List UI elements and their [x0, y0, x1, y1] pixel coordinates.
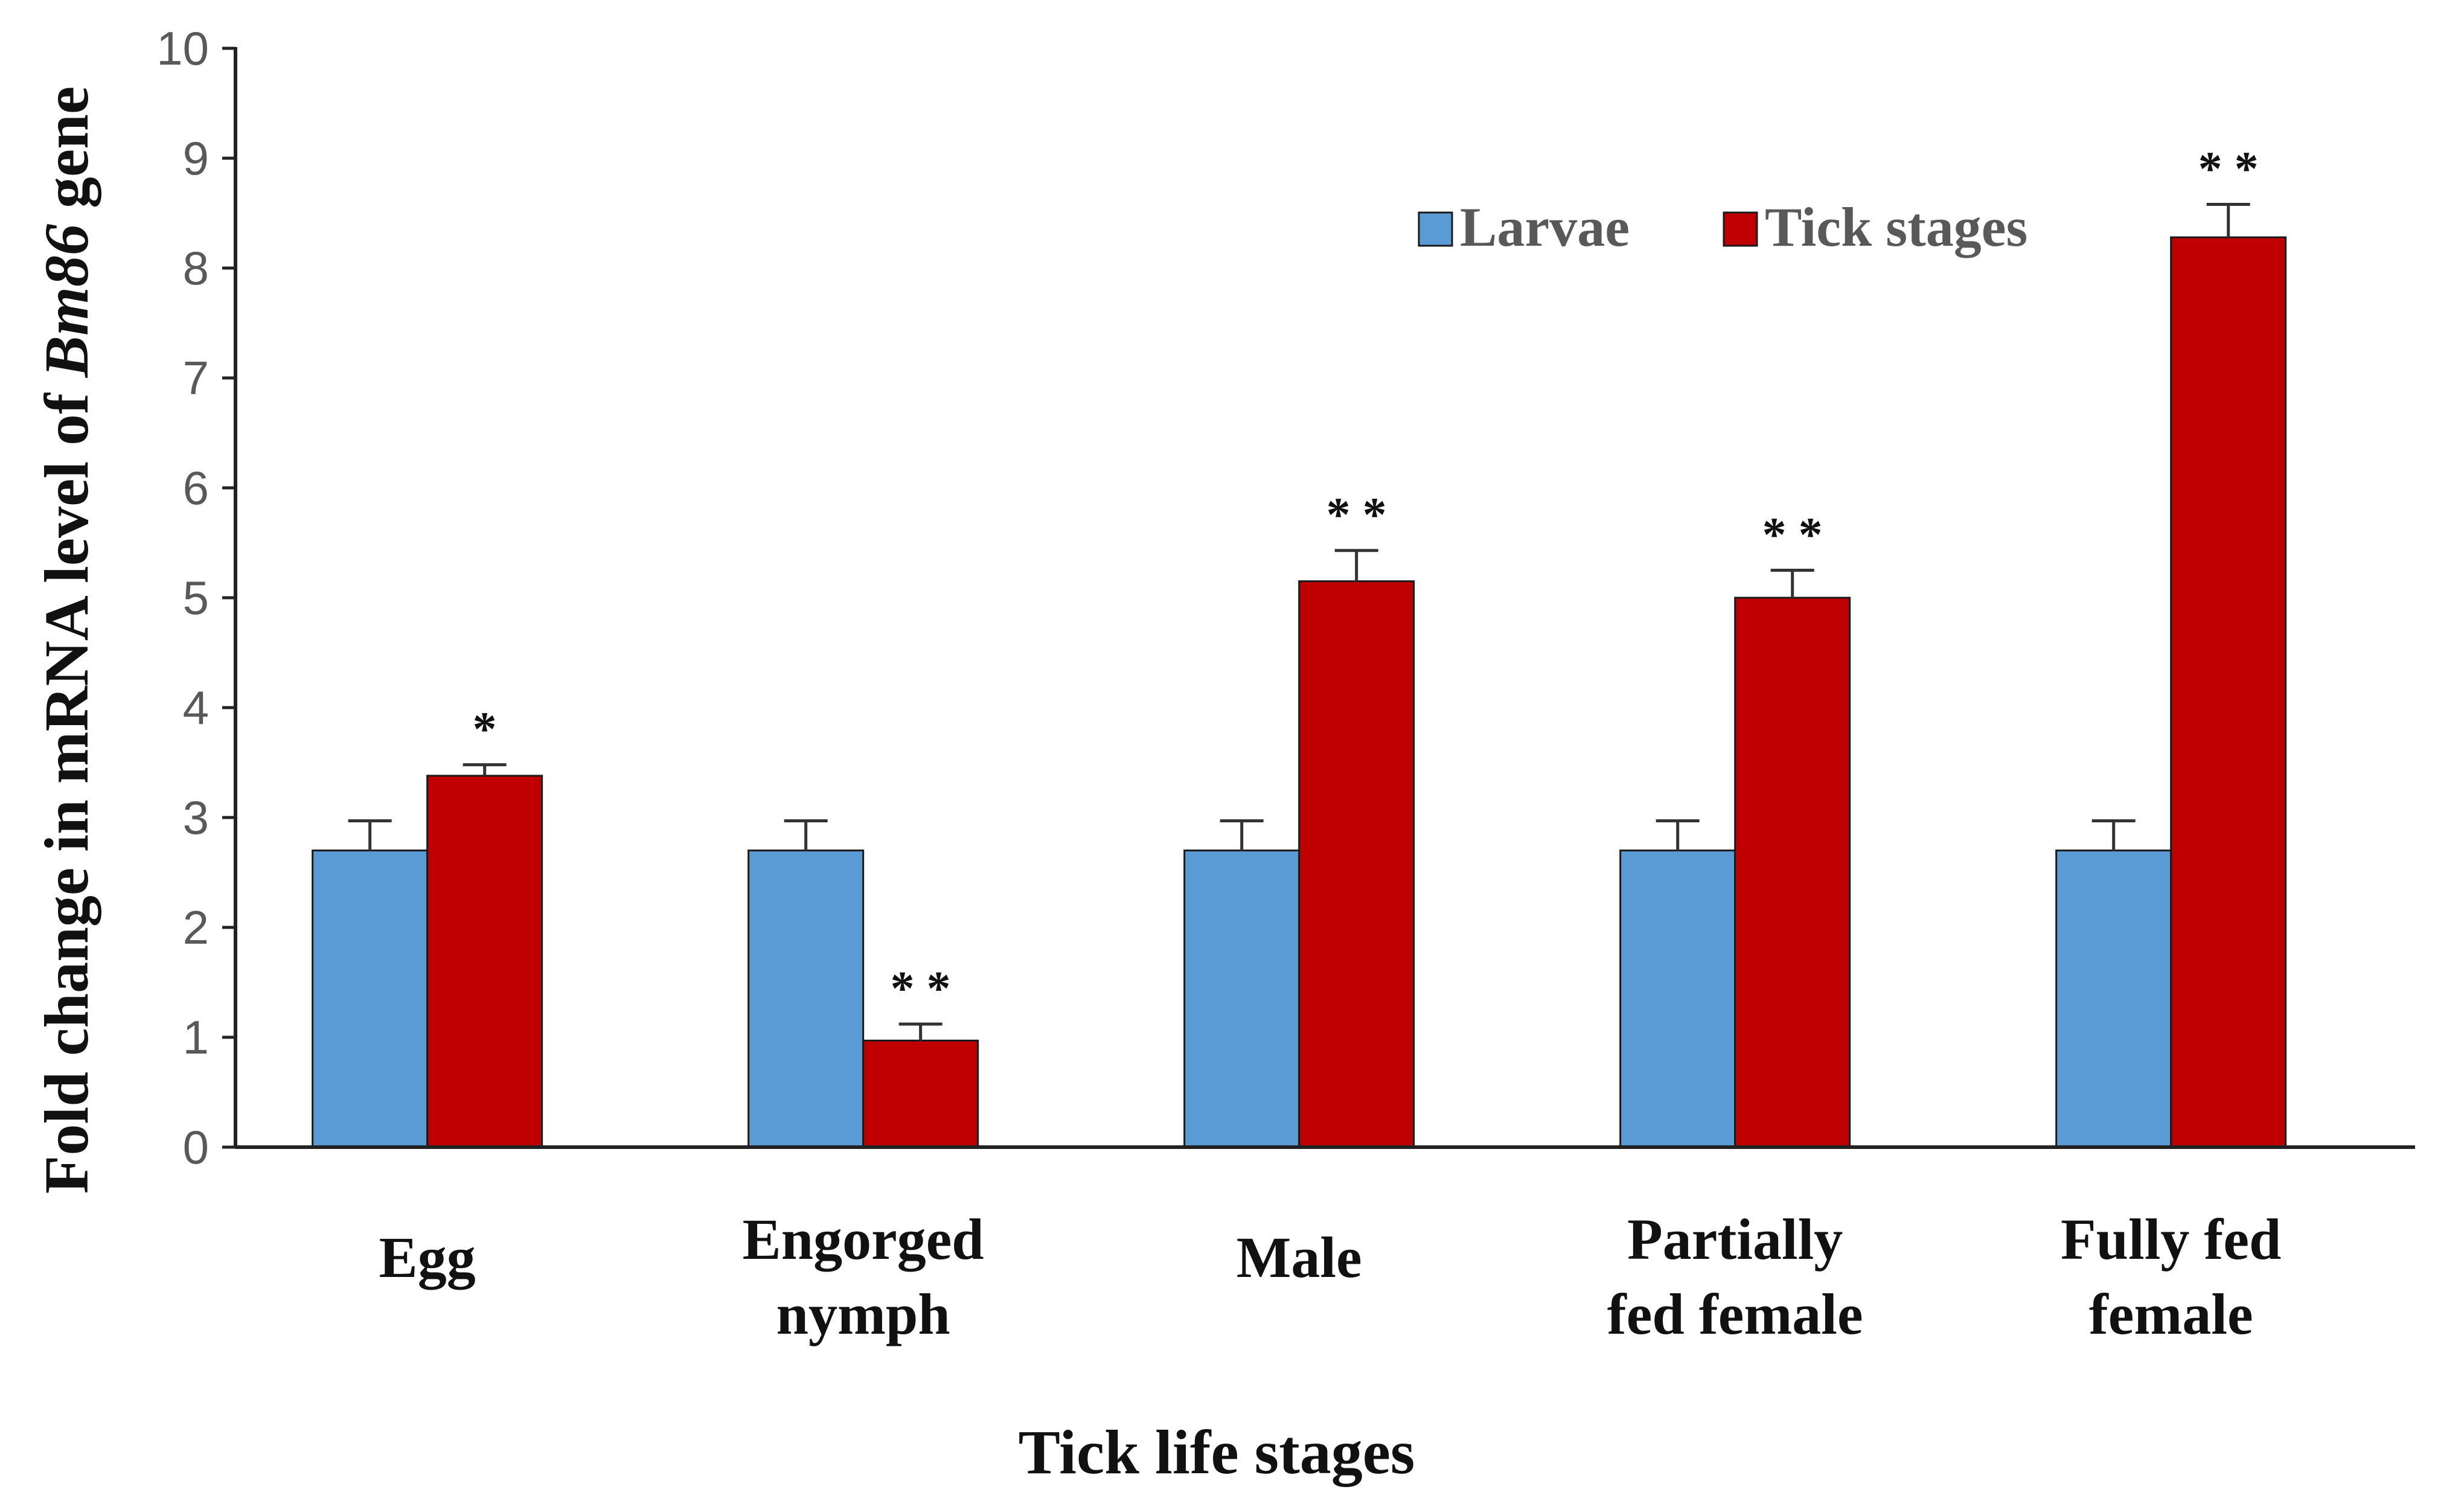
bar-tick-stages [2170, 236, 2287, 1148]
significance-label: * * [1326, 489, 1387, 542]
x-category-label-line: Partially [1627, 1207, 1843, 1272]
legend: Larvae Tick stages [1418, 196, 2027, 258]
x-category-label: Partially fed female [1607, 1207, 1863, 1346]
axes [234, 47, 2415, 1149]
y-axis-ticks: 0 1 2 3 4 5 6 7 8 9 10 [156, 22, 235, 1174]
x-category-label-line: Fully fed [2061, 1207, 2281, 1272]
y-axis-title: Fold change in mRNA level of Bm86 gene [32, 86, 101, 1194]
x-category-label-line: Engorged [743, 1207, 984, 1272]
legend-label: Larvae [1460, 196, 1630, 258]
bar-tick-stages [426, 775, 543, 1148]
significance-label: * * [2198, 142, 2259, 196]
legend-swatch-larvae [1418, 211, 1453, 247]
x-category-label: Engorged nymph [743, 1207, 984, 1346]
y-tick-label: 8 [183, 242, 209, 295]
y-tick-label: 10 [156, 22, 209, 75]
x-category-label-line: nymph [776, 1282, 950, 1346]
y-axis-title-prefix: Fold change in mRNA level of [32, 377, 101, 1194]
bar-tick-stages [1734, 597, 1851, 1148]
y-tick-label: 3 [183, 791, 209, 844]
error-bars [348, 202, 2250, 1041]
bar-larvae [312, 849, 429, 1148]
x-category-label-line: fed female [1607, 1282, 1863, 1346]
x-category-label-line: Egg [379, 1225, 476, 1290]
y-tick-label: 4 [183, 681, 209, 734]
legend-swatch-tick-stages [1723, 211, 1758, 247]
bars [312, 236, 2287, 1148]
y-tick-label: 1 [183, 1011, 209, 1064]
x-category-label-line: female [2089, 1282, 2253, 1346]
bar-tick-stages [1298, 580, 1415, 1148]
x-category-label: Egg [379, 1225, 476, 1290]
x-category-labels: Egg Engorged nymph Male Partially fed female F… [379, 1207, 2282, 1346]
significance-label: * [473, 703, 497, 757]
x-category-label: Male [1237, 1225, 1362, 1290]
x-axis-title: Tick life stages [1019, 1418, 1415, 1487]
bar-larvae [1183, 849, 1301, 1148]
bar-tick-stages [862, 1039, 979, 1148]
y-axis-title-gene: Bm86 [32, 224, 101, 378]
legend-label: Tick stages [1765, 196, 2027, 258]
x-category-label: Fully fed female [2061, 1207, 2281, 1346]
y-tick-label: 9 [183, 132, 209, 185]
y-tick-label: 6 [183, 461, 209, 514]
bar-larvae [747, 849, 865, 1148]
y-tick-label: 2 [183, 901, 209, 954]
significance-label: * * [891, 962, 951, 1016]
x-category-label-line: Male [1237, 1225, 1362, 1290]
significance-label: * * [1762, 509, 1823, 562]
bar-larvae [1619, 849, 1736, 1148]
y-tick-label: 7 [183, 351, 209, 405]
significance-marks: * * * * * * * * * [473, 142, 2259, 1016]
y-axis-title-suffix: gene [32, 86, 101, 224]
y-tick-label: 0 [183, 1121, 209, 1174]
bar-larvae [2055, 849, 2172, 1148]
y-tick-label: 5 [183, 571, 209, 624]
